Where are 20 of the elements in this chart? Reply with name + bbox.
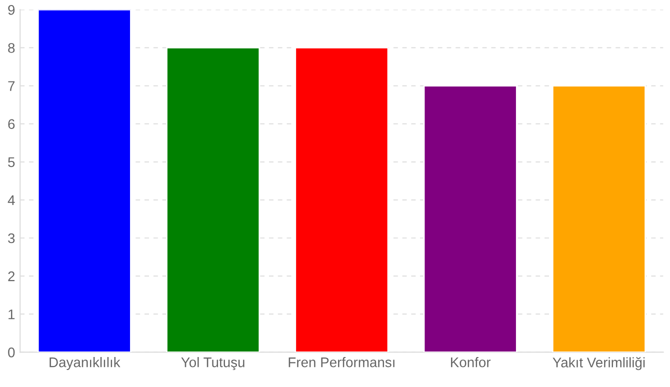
bar — [37, 10, 132, 352]
y-tick-label: 9 — [8, 5, 15, 15]
x-tick-label: Yakıt Verimliliği — [552, 357, 645, 370]
x-tick-label: Fren Performansı — [288, 357, 394, 368]
bar — [294, 47, 389, 352]
y-tick-label: 7 — [8, 81, 15, 91]
bar — [552, 85, 646, 352]
y-tick-label: 3 — [8, 233, 15, 244]
y-tick-label: 1 — [8, 310, 15, 320]
y-tick-label: 2 — [8, 271, 15, 282]
x-tick-label: Dayanıklılık — [50, 357, 120, 370]
y-tick-label: 0 — [8, 348, 15, 358]
x-tick-label: Konfor — [451, 357, 491, 368]
y-tick-label: 4 — [8, 195, 15, 205]
y-tick-label: 8 — [8, 43, 15, 53]
y-tick-label: 5 — [8, 157, 15, 168]
y-tick-label: 6 — [8, 119, 15, 130]
bar — [423, 85, 518, 352]
x-tick-label: Yol Tutuşu — [181, 357, 244, 370]
bar — [166, 47, 260, 352]
